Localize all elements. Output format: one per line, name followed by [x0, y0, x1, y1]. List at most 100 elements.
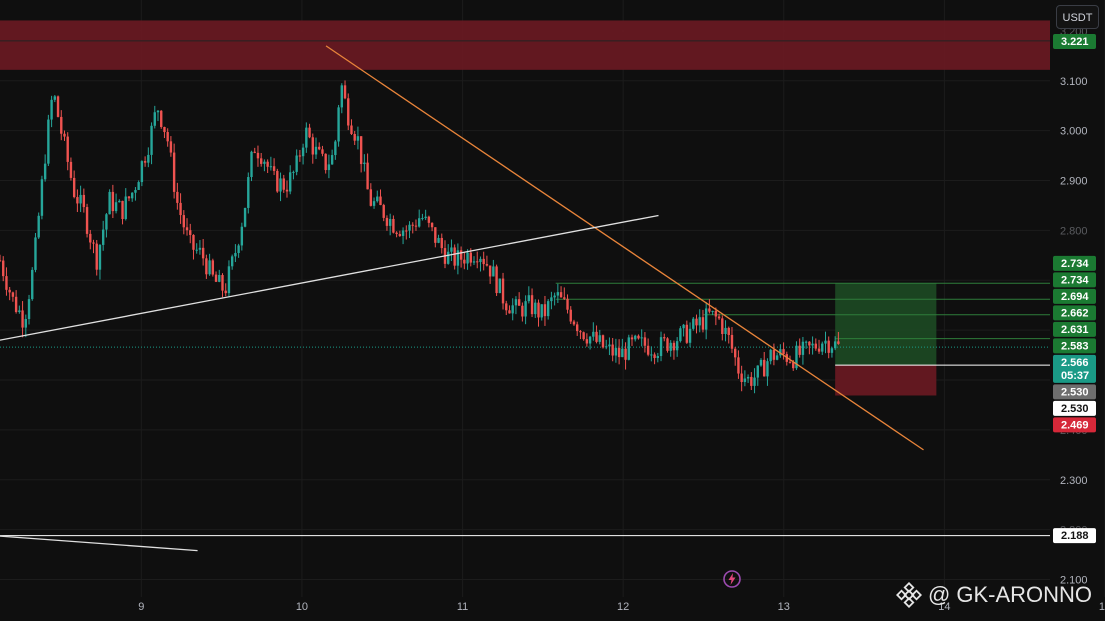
candle-body — [505, 303, 508, 311]
price-tag — [1053, 354, 1096, 383]
candle-body — [127, 196, 131, 199]
candle-body — [98, 244, 102, 270]
candle-body — [405, 230, 408, 232]
candle-body — [311, 137, 314, 155]
candle-body — [595, 331, 598, 342]
candle-body — [721, 318, 724, 334]
resistance-zone — [0, 20, 1050, 70]
candle-body — [247, 177, 250, 208]
candle-body — [224, 290, 227, 294]
candle-body — [321, 149, 324, 154]
currency-button[interactable]: USDT — [1056, 5, 1099, 29]
lightning-icon[interactable] — [722, 569, 742, 589]
candle-body — [147, 154, 150, 163]
candle-body — [50, 99, 53, 120]
candle-body — [634, 335, 637, 340]
candle-body — [259, 158, 263, 164]
chart-grid — [0, 0, 1105, 597]
price-tag — [1053, 417, 1096, 433]
candle-body — [769, 349, 772, 362]
price-tag-label: 3.221 — [1061, 36, 1089, 48]
candle-body — [685, 324, 689, 343]
x-tick-label: 14 — [938, 601, 950, 613]
candle-body — [263, 161, 266, 164]
candle-body — [650, 354, 653, 356]
candle-body — [746, 376, 750, 379]
y-tick-label: 2.100 — [1060, 575, 1088, 587]
candle-body — [401, 230, 405, 236]
candle-body — [730, 334, 734, 349]
chart-zones — [0, 20, 1050, 396]
price-tag-label: 2.188 — [1061, 530, 1089, 542]
candle-body — [327, 164, 331, 171]
candle-body — [350, 125, 353, 134]
candle-body — [308, 127, 311, 138]
candle-body — [734, 348, 737, 358]
candle-body — [314, 146, 318, 155]
time-axis[interactable]: 9 10 11 12 13 14 15 — [138, 601, 1105, 613]
candle-body — [827, 340, 830, 353]
candle-body — [798, 345, 801, 355]
candle-body — [679, 328, 682, 342]
candle-body — [517, 299, 521, 306]
candle-body — [592, 331, 595, 337]
candle-body — [189, 230, 192, 235]
candle-body — [653, 354, 656, 359]
candle-body — [411, 224, 414, 226]
x-tick-label: 9 — [138, 601, 144, 613]
candle-body — [169, 141, 173, 153]
price-tag-label: 2.734 — [1061, 258, 1089, 270]
candle-body — [459, 250, 463, 260]
candle-body — [334, 141, 337, 156]
price-tag-label: 2.583 — [1061, 340, 1089, 352]
candle-body — [53, 96, 57, 100]
candle-body — [214, 274, 218, 282]
candle-body — [675, 341, 679, 351]
candle-body — [131, 192, 134, 199]
candle-body — [163, 126, 166, 133]
candle-body — [356, 136, 360, 141]
candle-body — [582, 332, 585, 340]
candle-body — [369, 189, 373, 206]
candle-body — [750, 376, 753, 386]
candle-body — [63, 133, 66, 137]
candle-body — [514, 299, 518, 306]
candle-body — [201, 247, 205, 259]
candle-body — [295, 155, 298, 172]
candle-body — [775, 355, 779, 360]
candle-body — [56, 96, 60, 117]
candle-body — [376, 196, 379, 202]
ascending-trendline — [0, 214, 659, 341]
candle-body — [43, 163, 47, 180]
candle-body — [585, 339, 589, 344]
price-tag — [1053, 528, 1096, 544]
candle-body — [353, 133, 356, 141]
candle-body — [659, 337, 663, 357]
candle-body — [447, 251, 450, 264]
candle-body — [495, 266, 498, 294]
candle-body — [472, 261, 476, 263]
countdown-label: 05:37 — [1061, 370, 1089, 382]
candle-body — [617, 347, 621, 358]
candle-body — [330, 155, 334, 165]
candle-body — [795, 345, 798, 369]
candle-body — [804, 341, 808, 343]
watermark-handle: GK-ARONNO — [956, 582, 1093, 607]
candle-body — [598, 335, 601, 342]
candle-body — [624, 348, 627, 360]
candle-body — [292, 171, 295, 173]
candle-body — [95, 243, 98, 270]
candle-body — [192, 234, 195, 250]
stop-zone — [835, 365, 937, 396]
candle-body — [185, 227, 189, 231]
candle-body — [779, 349, 782, 356]
candle-body — [488, 265, 492, 277]
candle-body — [666, 338, 669, 351]
candle-body — [179, 202, 182, 216]
candle-body — [453, 247, 456, 266]
price-tag — [1053, 321, 1096, 337]
candle-body — [211, 260, 215, 275]
candle-body — [24, 319, 27, 328]
candle-body — [614, 347, 618, 356]
